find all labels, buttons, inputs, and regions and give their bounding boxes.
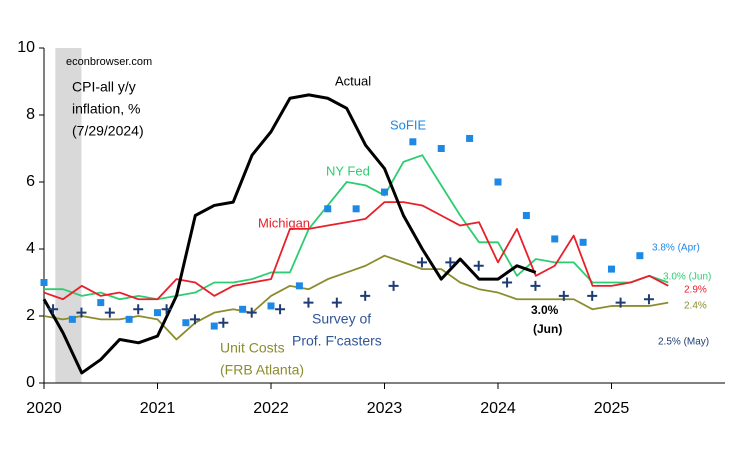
plus-marker [161,304,172,315]
x-tick-label: 2020 [26,400,62,417]
plus-marker [133,304,144,315]
square-marker [636,252,644,260]
square-marker [97,299,105,307]
annotation: Actual [335,73,371,88]
y-tick-label: 0 [26,374,35,391]
square-marker [68,315,76,323]
annotation: 3.8% (Apr) [652,243,700,254]
annotation: SoFIE [390,117,426,132]
square-marker [125,315,133,323]
square-marker [437,145,445,152]
plus-marker [445,257,456,268]
annotation: 3.0% [531,303,559,317]
line-series [43,254,669,341]
line-series [44,154,669,301]
x-tick-label: 2022 [253,400,289,417]
y-tick-label: 4 [26,240,35,257]
annotation: NY Fed [326,163,370,178]
square-marker [579,238,587,246]
plus-marker [104,307,115,318]
annotation: inflation, % [72,101,140,117]
square-marker [608,265,615,273]
x-tick-label: 2025 [594,400,630,417]
plus-marker [558,290,569,301]
plus-marker [502,277,513,288]
plus-marker [246,307,257,318]
plus-marker [303,297,314,308]
x-tick-label: 2024 [480,400,516,417]
x-tick-label: 2023 [367,400,403,417]
plus-marker [643,294,654,305]
square-marker [239,305,247,313]
annotation: 2.5% (May) [658,337,709,348]
square-marker [267,302,275,310]
annotation: (FRB Atlanta) [220,362,304,378]
plus-marker [530,280,541,291]
line-series [43,201,669,301]
y-tick-label: 8 [26,106,35,123]
annotation: 2.4% [684,301,707,312]
y-tick-label: 2 [26,307,35,324]
plus-marker [189,314,200,325]
annotation: 2.9% [684,285,707,296]
square-marker [40,279,48,286]
square-marker [551,235,559,243]
square-marker [154,309,161,317]
y-tick-label: 10 [17,39,35,56]
square-marker [210,322,218,330]
square-marker [522,212,530,219]
y-tick-label: 6 [26,173,35,190]
square-marker [295,282,303,290]
line-series [42,93,537,375]
square-marker [182,319,190,327]
annotation: CPI-all y/y [72,79,136,95]
plus-marker [48,304,59,315]
plus-marker [388,280,399,291]
annotation: Prof. F'casters [292,333,382,349]
annotation: Michigan [258,215,310,230]
plus-marker [416,257,427,268]
annotation: (7/29/2024) [72,123,144,139]
plus-marker [275,304,286,315]
plus-marker [218,317,229,328]
square-marker [466,134,474,142]
annotation: 3.0% (Jun) [663,272,711,283]
square-marker [324,205,332,213]
plus-marker [615,297,626,308]
recession-shade [55,48,82,383]
x-tick-label: 2021 [140,400,176,417]
square-marker [352,205,360,213]
annotation: econbrowser.com [66,56,152,68]
annotation: (Jun) [533,322,562,336]
annotation: Survey of [312,311,371,327]
square-marker [494,178,502,186]
plus-marker [331,297,342,308]
plus-marker [76,307,87,318]
plus-marker [587,290,598,301]
plus-marker [473,260,484,271]
plus-marker [360,290,371,301]
annotation: Unit Costs [220,340,285,356]
square-marker [381,188,388,196]
square-marker [409,138,417,146]
